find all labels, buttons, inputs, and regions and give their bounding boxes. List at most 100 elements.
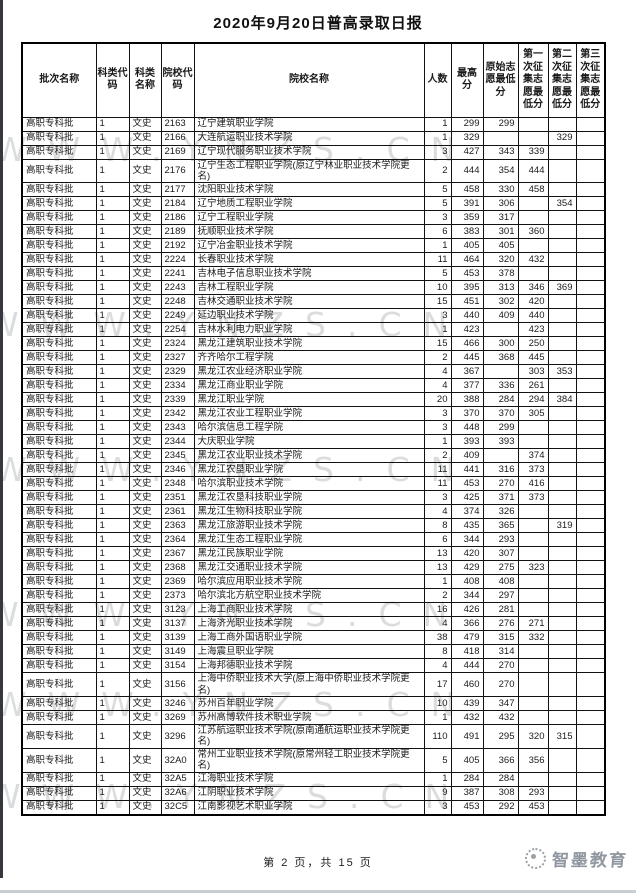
table-cell: 293	[482, 532, 519, 548]
table-cell: 393	[482, 434, 519, 450]
table-cell: 435	[450, 518, 484, 534]
table-cell: 高职专科批	[21, 406, 97, 422]
table-cell: 文史	[128, 696, 162, 712]
table-cell: 江阴职业技术学院	[193, 785, 425, 801]
table-cell	[517, 710, 549, 726]
table-cell: 299	[482, 420, 519, 436]
table-cell: 吉林水利电力职业学院	[193, 322, 425, 338]
table-cell: 文史	[128, 616, 162, 632]
table-row: 高职专科批 1 文史 2364 黑龙江生态工程职业学院 6 344 293	[21, 532, 606, 548]
table-cell: 1	[95, 490, 130, 506]
table-cell: 320	[517, 724, 549, 749]
table-cell: 1	[95, 336, 130, 352]
table-cell: 332	[517, 630, 549, 646]
table-cell	[547, 476, 577, 492]
table-cell	[482, 364, 519, 380]
table-cell: 文史	[128, 420, 162, 436]
table-cell: 423	[517, 322, 549, 338]
table-cell	[575, 616, 606, 632]
table-cell: 江苏航运职业技术学院(原南通航运职业技术学院更名)	[193, 724, 425, 749]
table-cell: 11	[423, 252, 452, 268]
table-cell	[547, 644, 577, 660]
table-row: 高职专科批 1 文史 3296 江苏航运职业技术学院(原南通航运职业技术学院更名) 110…	[21, 724, 606, 749]
table-cell: 1	[95, 771, 130, 787]
table-cell: 2346	[160, 462, 195, 478]
table-row: 高职专科批 1 文史 2361 黑龙江生物科技职业学院 4 374 326	[21, 504, 606, 520]
table-cell	[575, 644, 606, 660]
table-cell: 2334	[160, 378, 195, 394]
table-cell: 1	[95, 630, 130, 646]
table-cell: 1	[423, 771, 452, 787]
table-row: 高职专科批 1 文史 3137 上海济光职业技术学院 4 366 276 271	[21, 616, 606, 632]
table-cell	[547, 378, 577, 394]
table-cell: 8	[423, 518, 452, 534]
table-cell: 458	[517, 182, 549, 198]
table-cell	[575, 420, 606, 436]
table-cell: 文史	[128, 504, 162, 520]
table-cell: 6	[423, 532, 452, 548]
table-cell: 6	[423, 224, 452, 240]
table-row: 高职专科批 1 文史 2176 辽宁生态工程职业学院(原辽宁林业职业技术学院更名) 2 44…	[21, 158, 606, 184]
table-cell: 高职专科批	[21, 294, 97, 310]
table-cell: 1	[95, 574, 130, 590]
table-row: 高职专科批 1 文史 3246 苏州百年职业学院 10 439 347	[21, 696, 606, 712]
table-cell: 2339	[160, 392, 195, 408]
table-cell: 1	[95, 434, 130, 450]
column-header: 院校名称	[193, 42, 425, 118]
table-cell	[547, 532, 577, 548]
table-cell: 文史	[128, 672, 162, 698]
table-cell: 辽宁现代服务职业技术学院	[193, 144, 425, 160]
table-cell: 高职专科批	[21, 280, 97, 296]
table-cell: 409	[482, 308, 519, 324]
table-cell: 文史	[128, 644, 162, 660]
table-cell: 1	[423, 130, 452, 146]
table-cell	[575, 252, 606, 268]
table-cell: 1	[95, 144, 130, 160]
table-cell	[575, 546, 606, 562]
table-cell: 1	[95, 158, 130, 184]
table-cell	[517, 771, 549, 787]
table-cell: 2184	[160, 196, 195, 212]
table-cell: 高职专科批	[21, 238, 97, 254]
table-cell: 文史	[128, 476, 162, 492]
table-cell: 369	[547, 280, 577, 296]
table-cell	[575, 322, 606, 338]
table-cell	[547, 210, 577, 226]
table-cell: 高职专科批	[21, 630, 97, 646]
table-cell: 3149	[160, 644, 195, 660]
table-cell: 高职专科批	[21, 224, 97, 240]
table-cell	[575, 696, 606, 712]
table-cell: 2186	[160, 210, 195, 226]
table-cell: 261	[517, 378, 549, 394]
table-cell: 3296	[160, 724, 195, 749]
table-cell: 292	[482, 799, 519, 816]
table-cell: 32A5	[160, 771, 195, 787]
table-cell: 文史	[128, 158, 162, 184]
table-cell: 1	[95, 224, 130, 240]
table-cell: 文史	[128, 448, 162, 464]
table-cell: 420	[517, 294, 549, 310]
table-cell: 294	[517, 392, 549, 408]
table-cell: 哈尔滨北方航空职业技术学院	[193, 588, 425, 604]
table-row: 高职专科批 1 文史 2163 辽宁建筑职业学院 1 299 299	[21, 116, 606, 132]
table-cell: 高职专科批	[21, 434, 97, 450]
table-cell	[575, 238, 606, 254]
table-cell	[575, 710, 606, 726]
table-cell: 460	[450, 672, 484, 698]
table-cell: 高职专科批	[21, 710, 97, 726]
table-cell: 308	[482, 785, 519, 801]
table-cell	[575, 434, 606, 450]
table-cell: 441	[450, 462, 484, 478]
table-row: 高职专科批 1 文史 32A0 常州工业职业技术学院(原常州轻工职业技术学院更名) 5 40…	[21, 747, 606, 773]
table-cell	[547, 294, 577, 310]
table-cell	[517, 518, 549, 534]
table-cell: 2243	[160, 280, 195, 296]
table-cell	[547, 308, 577, 324]
table-cell: 4	[423, 504, 452, 520]
table-cell: 高职专科批	[21, 560, 97, 576]
table-cell: 3	[423, 420, 452, 436]
table-cell: 文史	[128, 378, 162, 394]
table-cell: 453	[450, 476, 484, 492]
table-cell: 文史	[128, 785, 162, 801]
table-cell	[575, 182, 606, 198]
